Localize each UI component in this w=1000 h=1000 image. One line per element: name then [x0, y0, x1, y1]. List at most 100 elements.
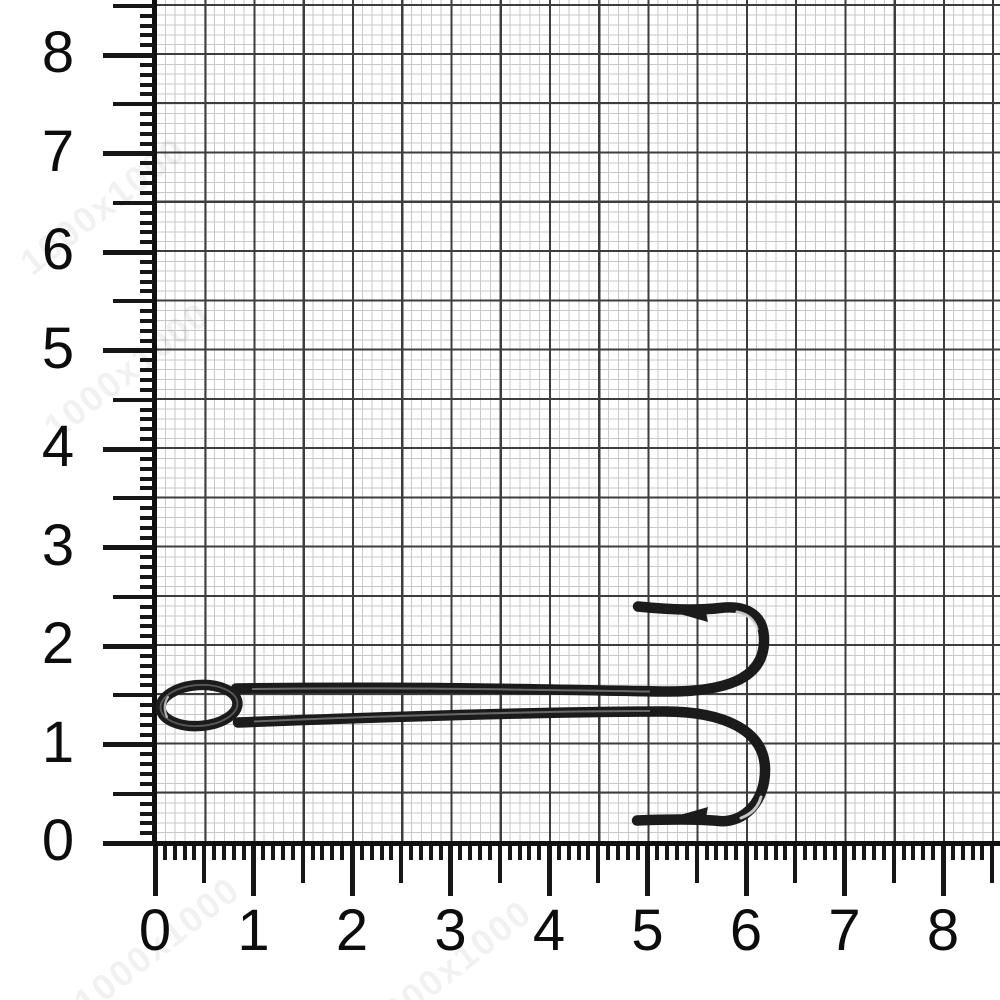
x-ruler-tick [812, 846, 817, 860]
y-axis-number: 3 [41, 512, 75, 578]
x-axis-number: 2 [335, 898, 369, 963]
y-ruler-tick [140, 466, 154, 471]
y-ruler-tick [140, 624, 154, 629]
x-axis-number: 0 [138, 898, 172, 963]
y-ruler-tick [103, 52, 154, 58]
x-ruler-tick [241, 846, 246, 860]
x-ruler-tick [300, 846, 305, 883]
y-ruler-tick [140, 634, 154, 639]
x-ruler-tick [389, 846, 394, 860]
y-axis-number: 1 [41, 709, 75, 775]
x-ruler-tick [478, 846, 483, 860]
x-ruler-tick [527, 846, 532, 860]
x-ruler-tick [901, 846, 906, 860]
x-ruler-tick [290, 846, 295, 860]
x-axis-number: 5 [631, 898, 664, 963]
y-ruler-tick [140, 328, 154, 333]
y-ruler-tick [140, 279, 154, 284]
y-ruler-tick [140, 722, 154, 727]
gloss-highlight-eye [159, 683, 239, 728]
x-ruler-tick [645, 846, 650, 896]
y-ruler-tick [140, 269, 154, 274]
y-ruler-tick [113, 397, 154, 402]
x-ruler-tick [310, 846, 315, 860]
y-ruler-tick [103, 742, 154, 747]
y-ruler-tick [140, 230, 154, 235]
gloss-highlight-top-bend [735, 610, 759, 631]
x-ruler-tick [684, 846, 689, 860]
y-ruler-tick [140, 752, 154, 757]
y-axis-number: 8 [41, 20, 75, 85]
x-ruler-tick [458, 846, 463, 860]
y-ruler-tick [140, 358, 154, 363]
y-ruler-tick [140, 220, 154, 225]
y-axis-number: 2 [41, 611, 75, 676]
x-axis-number: 1 [237, 898, 270, 963]
hook-bottom-wire [232, 706, 771, 827]
x-ruler-tick [438, 846, 443, 860]
y-ruler-tick [140, 486, 154, 491]
y-ruler-tick [140, 141, 154, 146]
y-axis-number: 4 [41, 414, 75, 479]
x-ruler-tick [320, 846, 325, 860]
y-ruler-tick [140, 72, 154, 77]
x-ruler-tick [537, 846, 542, 860]
x-ruler-tick [743, 846, 749, 896]
x-ruler-tick [931, 846, 936, 860]
x-ruler-tick [616, 846, 620, 860]
y-ruler-tick [140, 437, 154, 442]
x-ruler-tick [911, 846, 916, 860]
y-ruler-tick [140, 555, 154, 560]
x-ruler-tick [635, 846, 640, 860]
x-axis-number: 7 [828, 898, 861, 963]
y-ruler-tick [140, 476, 154, 481]
y-ruler-tick [113, 299, 154, 304]
y-ruler-tick [140, 387, 154, 392]
x-ruler-tick [448, 846, 453, 896]
y-ruler-tick [103, 643, 154, 649]
x-ruler-tick [675, 846, 679, 860]
y-ruler-tick [113, 693, 154, 698]
x-ruler-tick [546, 846, 552, 896]
x-ruler-tick [596, 846, 601, 883]
y-ruler-tick [103, 348, 154, 353]
y-axis-line [152, 0, 157, 846]
x-ruler-tick [852, 846, 857, 860]
x-ruler-tick [162, 846, 167, 860]
y-ruler-tick [140, 781, 154, 786]
x-ruler-tick [507, 846, 512, 860]
gloss-highlight-eye-left [163, 695, 170, 719]
y-ruler-tick [140, 62, 154, 67]
x-ruler-tick [379, 846, 384, 860]
x-ruler-tick [783, 846, 788, 860]
x-ruler-tick [872, 846, 876, 860]
x-ruler-tick [349, 846, 355, 896]
x-ruler-tick [665, 846, 670, 860]
y-ruler-tick [113, 594, 154, 599]
x-axis-number: 6 [729, 898, 763, 963]
x-ruler-tick [409, 846, 414, 860]
y-ruler-tick [140, 181, 154, 186]
y-ruler-tick [103, 446, 154, 452]
x-ruler-tick [734, 846, 739, 860]
y-ruler-tick [140, 259, 154, 264]
x-axis-number: 3 [434, 898, 467, 963]
y-ruler-tick [140, 112, 154, 117]
y-ruler-tick [103, 840, 154, 846]
gloss-highlight-bottom-bend [739, 795, 763, 820]
hook-top-wire [230, 601, 770, 697]
x-ruler-tick [251, 846, 256, 896]
x-axis-line [103, 841, 1000, 846]
x-ruler-tick [330, 846, 335, 860]
hook-bottom-barb [666, 807, 708, 819]
y-ruler-tick [140, 338, 154, 343]
y-ruler-tick [113, 102, 154, 107]
y-ruler-tick [140, 378, 154, 383]
x-ruler-tick [773, 846, 778, 860]
gloss-highlight-top-shank [251, 687, 651, 693]
x-ruler-tick [152, 846, 158, 896]
y-ruler-tick [140, 673, 154, 678]
x-ruler-tick [655, 846, 660, 860]
y-ruler-tick [140, 171, 154, 176]
